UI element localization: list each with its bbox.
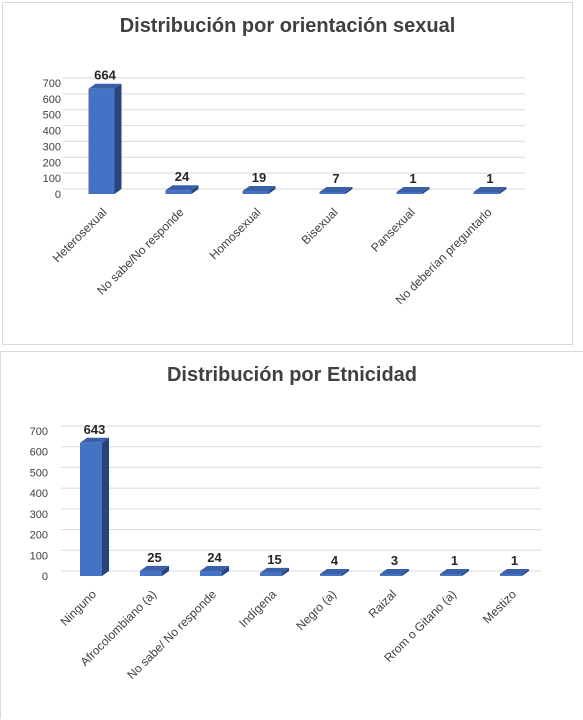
bar: [319, 187, 353, 194]
category-label: No sabe/No responde: [94, 205, 187, 298]
chart-title: Distribución por Etnicidad: [166, 364, 417, 386]
y-tick-label: 600: [43, 94, 61, 106]
y-tick-label: 600: [30, 447, 48, 459]
y-tick-label: 200: [43, 157, 61, 169]
bar: [320, 569, 349, 576]
data-label: 24: [207, 550, 222, 565]
data-label: 1: [486, 171, 493, 186]
data-label: 664: [94, 68, 116, 83]
bar: [200, 566, 229, 576]
category-label: Pansexual: [368, 205, 418, 255]
bar: [165, 185, 199, 194]
category-label: Indígena: [236, 587, 279, 630]
bar: [242, 185, 276, 194]
data-label: 7: [332, 171, 339, 186]
data-label: 15: [267, 552, 281, 567]
data-label: 19: [252, 170, 266, 185]
data-label: 3: [391, 553, 398, 568]
y-tick-label: 100: [30, 550, 48, 562]
data-label: 1: [511, 553, 518, 568]
category-label: Bisexual: [299, 205, 341, 247]
y-tick-label: 300: [43, 141, 61, 153]
category-label: Negro (a): [293, 587, 339, 633]
bar: [260, 567, 289, 576]
y-tick-label: 400: [43, 126, 61, 138]
y-tick-label: 0: [55, 189, 61, 201]
y-tick-label: 300: [30, 509, 48, 521]
category-label: Raizal: [366, 587, 399, 620]
bar: [473, 187, 507, 194]
y-tick-label: 700: [30, 426, 48, 438]
y-tick-label: 500: [30, 467, 48, 479]
category-label: Heterosexual: [50, 205, 110, 265]
y-tick-label: 500: [43, 110, 61, 122]
data-label: 1: [451, 553, 458, 568]
y-tick-label: 400: [30, 488, 48, 500]
chart-panel-ethnicity: Distribución por Etnicidad 0 100 200 300 400…: [0, 351, 583, 719]
bar: [140, 565, 169, 576]
chart-panel-orientation: Distribución por orientación sexual 0 100…: [2, 2, 573, 345]
bar: [80, 437, 109, 576]
bar: [380, 569, 409, 576]
bar: [88, 83, 122, 194]
bar: [440, 569, 469, 576]
category-label: Ninguno: [58, 587, 100, 629]
y-tick-label: 100: [43, 173, 61, 185]
data-label: 24: [175, 169, 190, 184]
y-tick-label: 200: [30, 530, 48, 542]
bar: [396, 187, 430, 194]
data-label: 25: [147, 550, 161, 565]
chart-title: Distribución por orientación sexual: [119, 15, 456, 37]
data-label: 4: [331, 553, 339, 568]
data-label: 1: [409, 171, 416, 186]
data-label: 643: [84, 422, 106, 437]
y-tick-label: 700: [43, 78, 61, 90]
category-label: Mestizo: [480, 587, 519, 626]
bar-chart-orientation: 0 100 200 300 400 500 600 700 664 Heterosexual 24 N…: [43, 68, 525, 307]
category-label: Homosexual: [207, 205, 264, 262]
y-tick-label: 0: [42, 571, 48, 583]
bar: [500, 569, 529, 576]
